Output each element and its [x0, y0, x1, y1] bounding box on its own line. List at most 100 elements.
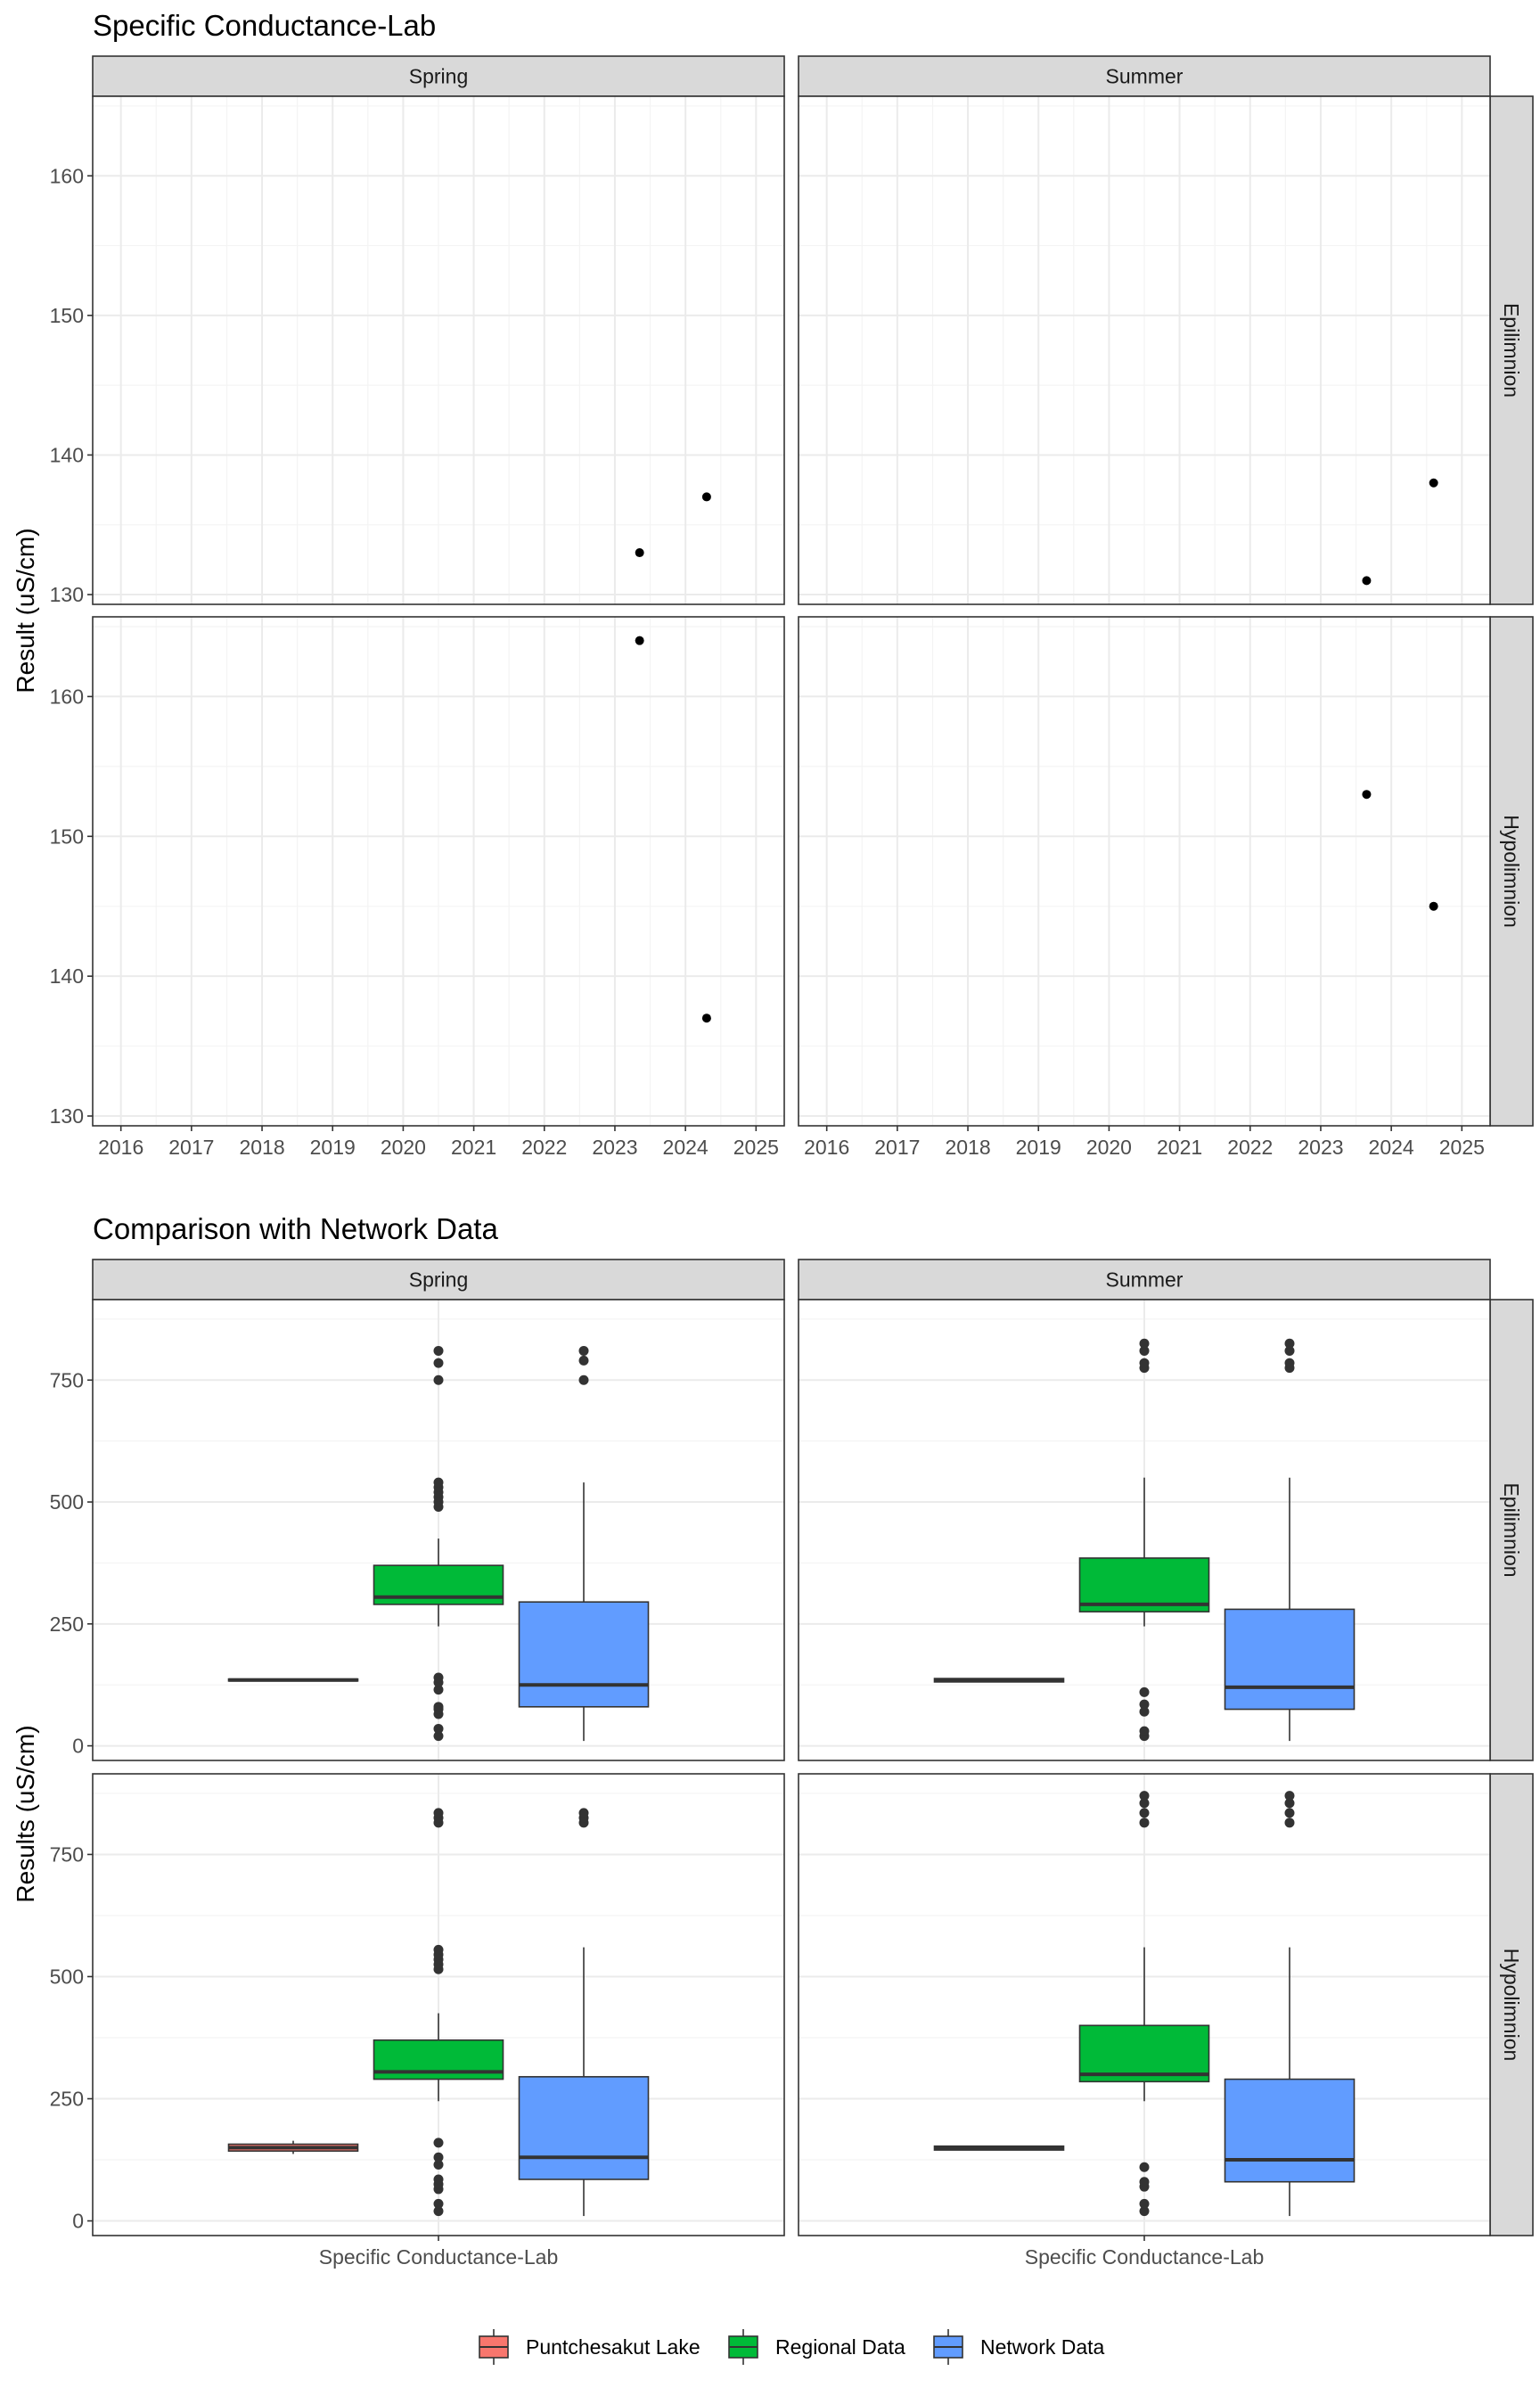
panel-spring-hypolimnion: 0 250 500 750 Specific Conductance-Lab [50, 1773, 785, 2269]
y-tick-label: 0 [72, 1735, 84, 1758]
box-puntchesakut-lake [933, 1678, 1065, 1683]
facet-strip-hypolimnion [1489, 616, 1534, 1127]
x-tick-label: Specific Conductance-Lab [319, 2245, 559, 2269]
x-tick-label: 2021 [451, 1136, 496, 1159]
box-body [1224, 1608, 1356, 1711]
box-regional-data [373, 1345, 504, 1742]
facet-strip-spring [92, 1259, 785, 1301]
panel-summer-epilimnion [798, 95, 1491, 605]
outlier-point [433, 1944, 444, 1955]
box-network-data [1224, 1791, 1356, 2217]
outlier-point [433, 1723, 444, 1734]
outlier-point [1284, 1798, 1295, 1809]
x-tick-label: 2017 [168, 1136, 214, 1159]
outlier-point [1139, 1808, 1150, 1818]
outlier-point [433, 1345, 444, 1356]
y-tick-label: 140 [50, 443, 84, 466]
x-tick-label: Specific Conductance-Lab [1025, 2245, 1265, 2269]
x-tick-label: 2019 [1016, 1136, 1061, 1159]
y-tick-label: 160 [50, 164, 84, 187]
facet-panels: Spring SummerEpilimnionHypolimnion1301401… [50, 55, 1534, 1159]
outlier-point [433, 2138, 444, 2148]
box-network-data [518, 1808, 650, 2217]
x-tick-label: 2020 [1086, 1136, 1132, 1159]
x-tick-label: 2023 [1298, 1136, 1343, 1159]
legend-item-puntchesakut-lake: Puntchesakut Lake [479, 2329, 700, 2365]
outlier-point [1139, 2162, 1150, 2172]
outlier-point [1139, 2198, 1150, 2209]
legend: Puntchesakut Lake Regional Data Network Da… [479, 2329, 1105, 2365]
outlier-point [433, 1672, 444, 1683]
y-tick-label: 250 [50, 2088, 84, 2111]
outlier-point [1284, 1358, 1295, 1368]
outlier-point [433, 1477, 444, 1488]
data-point [1429, 478, 1438, 488]
box-puntchesakut-lake [227, 2140, 359, 2154]
y-tick-label: 150 [50, 304, 84, 327]
x-tick-label: 2016 [804, 1136, 849, 1159]
box-puntchesakut-lake [227, 1678, 359, 1682]
outlier-point [1139, 2177, 1150, 2187]
outlier-point [433, 2160, 444, 2170]
outlier-point [433, 1731, 444, 1742]
outlier-point [578, 1345, 589, 1356]
panel-border [798, 1299, 1491, 1761]
x-tick-label: 2022 [1227, 1136, 1273, 1159]
outlier-point [578, 1355, 589, 1366]
outlier-point [1284, 1818, 1295, 1828]
x-tick-label: 2025 [1439, 1136, 1485, 1159]
facet-label: Epilimnion [1500, 1482, 1523, 1577]
box-network-data [518, 1345, 650, 1742]
outlier-point [1139, 1699, 1150, 1710]
x-tick-label: 2023 [592, 1136, 637, 1159]
y-tick-label: 750 [50, 1368, 84, 1391]
x-tick-label: 2019 [310, 1136, 356, 1159]
y-tick-label: 130 [50, 583, 84, 606]
x-tick-label: 2025 [733, 1136, 779, 1159]
panel-border [92, 1299, 785, 1761]
outlier-point [1139, 1798, 1150, 1809]
outlier-point [578, 1374, 589, 1385]
facet-label: Summer [1106, 65, 1184, 88]
x-tick-label: 2017 [874, 1136, 920, 1159]
y-tick-label: 130 [50, 1104, 84, 1128]
outlier-point [1139, 1818, 1150, 1828]
outlier-point [433, 1374, 444, 1385]
x-tick-label: 2022 [521, 1136, 567, 1159]
outlier-point [1139, 1726, 1150, 1736]
facet-label: Hypolimnion [1500, 815, 1523, 928]
facet-label: Spring [409, 1268, 468, 1292]
facet-strip-summer [798, 1259, 1491, 1301]
outlier-point [433, 1685, 444, 1695]
box-puntchesakut-lake [933, 2145, 1065, 2151]
outlier-point [1284, 1345, 1295, 1356]
outlier-point [1284, 1338, 1295, 1349]
outlier-point [1284, 1808, 1295, 1818]
facet-label: Hypolimnion [1500, 1949, 1523, 2062]
outlier-point [1139, 1791, 1150, 1801]
outlier-point [1139, 1686, 1150, 1697]
panel-summer-epilimnion [798, 1299, 1491, 1761]
data-point [1362, 576, 1372, 586]
outlier-point [1139, 1345, 1150, 1356]
panel-summer-hypolimnion: Specific Conductance-Lab [798, 1773, 1491, 2269]
panel-summer-hypolimnion: 2016 2017 2018 2019 2020 2021 2022 2023 2024 2025 [798, 616, 1491, 1159]
x-tick-label: 2016 [98, 1136, 143, 1159]
y-tick-label: 150 [50, 825, 84, 848]
legend-item-regional-data: Regional Data [728, 2329, 905, 2365]
panel-border [92, 616, 785, 1127]
y-tick-label: 0 [72, 2210, 84, 2233]
x-tick-label: 2018 [239, 1136, 284, 1159]
data-point [1429, 901, 1438, 911]
panel-spring-epilimnion: 130 140 150 160 [50, 95, 785, 606]
panel-border [92, 95, 785, 605]
panel-spring-epilimnion: 0 250 500 750 [50, 1299, 785, 1761]
facet-strip-epilimnion [1489, 95, 1534, 605]
outlier-point [1139, 1706, 1150, 1717]
x-tick-label: 2024 [1369, 1136, 1414, 1159]
y-tick-label: 250 [50, 1612, 84, 1636]
facet-label: Summer [1106, 1268, 1184, 1292]
y-axis-title: Results (uS/cm) [12, 1725, 39, 1902]
facet-panels: Spring Summer Epilimnion Hypolimnion 0 250 500… [50, 1259, 1534, 2269]
